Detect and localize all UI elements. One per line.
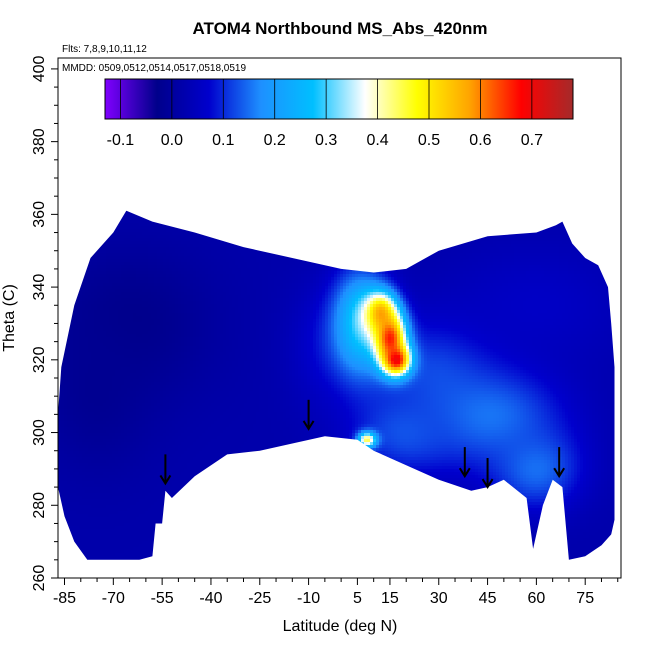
y-tick-label: 340 [31,274,48,301]
flights-note: Flts: 7,8,9,10,11,12 [62,44,147,55]
x-tick-label: 5 [353,590,362,607]
x-tick-label: -10 [297,590,320,607]
chart-title: ATOM4 Northbound MS_Abs_420nm [192,19,487,38]
colorbar-tick-label: 0.4 [366,132,388,149]
x-tick-label: -25 [248,590,271,607]
x-axis: -85 -70 -55 -40 -25 -10 5 15 30 45 60 75 [53,578,619,607]
y-tick-label: 280 [31,492,48,519]
arrow-marker [302,399,315,431]
x-tick-label: -40 [199,590,222,607]
colorbar-tick-label: 0.3 [315,132,337,149]
x-tick-label: 45 [479,590,497,607]
colorbar-tick-label: 0.5 [418,132,440,149]
x-tick-label: -85 [53,590,76,607]
arrow-head [481,478,494,489]
y-axis-label: Theta (C) [1,284,18,352]
y-tick-label: 300 [31,419,48,446]
arrow-markers [159,399,566,489]
colorbar-ramp [104,78,574,120]
y-tick-label: 400 [31,55,48,82]
x-tick-label: 75 [576,590,594,607]
arrow-head [159,474,172,486]
x-tick-label: 60 [527,590,545,607]
arrow-marker [458,447,471,479]
y-axis: 260 280 300 320 340 360 380 400 [31,55,58,591]
plot-frame [57,57,622,579]
x-tick-label: 30 [430,590,448,607]
colorbar-tick-label: 0.6 [469,132,491,149]
colorbar-tick-label: 0.7 [521,132,543,149]
arrow-marker [159,454,172,486]
arrow-head [458,467,471,479]
colorbar-tick-label: 0.2 [264,132,286,149]
x-axis-label: Latitude (deg N) [283,618,398,635]
arrow-marker [553,447,566,479]
colorbar: -0.1 0.0 0.1 0.2 0.3 0.4 0.5 0.6 0.7 [104,78,574,149]
dates-note: MMDD: 0509,0512,0514,0517,0518,0519 [62,63,246,74]
y-tick-label: 360 [31,201,48,228]
colorbar-tick-label: -0.1 [107,132,135,149]
arrow-head [302,420,315,431]
arrow-head [553,467,566,479]
x-tick-label: -55 [151,590,174,607]
x-tick-label: -70 [102,590,125,607]
arrow-marker [481,458,494,489]
y-tick-label: 380 [31,128,48,155]
y-tick-label: 260 [31,565,48,592]
dates-note-background [59,59,279,74]
x-tick-label: 15 [381,590,399,607]
y-tick-label: 320 [31,346,48,373]
colorbar-tick-label: 0.1 [212,132,234,149]
colorbar-tick-label: 0.0 [161,132,183,149]
